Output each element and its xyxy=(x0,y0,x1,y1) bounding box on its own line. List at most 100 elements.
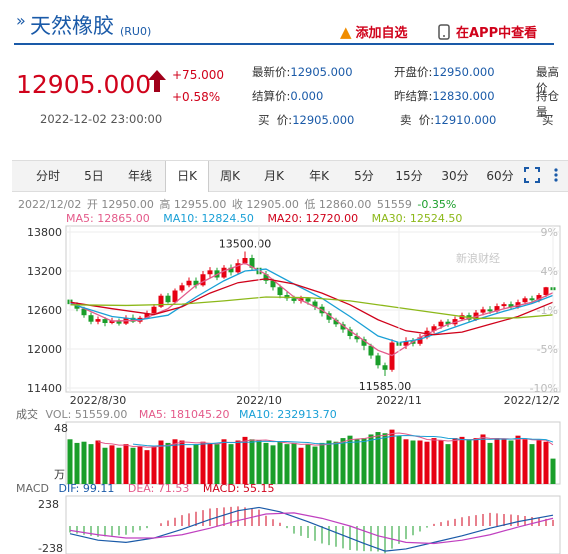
tab-monthly-k[interactable]: 月K xyxy=(254,161,294,191)
min-price-label: 11585.00 xyxy=(359,380,412,393)
info-low-label: 低 xyxy=(304,198,315,211)
price-axis: 13800 13200 12600 12000 11400 xyxy=(27,226,62,395)
stat-value: 12905.000 xyxy=(292,113,354,127)
volume-bar xyxy=(68,439,73,484)
volume-bar xyxy=(327,441,332,485)
candles xyxy=(68,252,556,376)
candle-body xyxy=(383,365,388,370)
volume-bar xyxy=(194,444,199,484)
volume-bar xyxy=(551,459,556,484)
volume-bar xyxy=(299,448,304,484)
stat-cell: 结算价:0.000 xyxy=(252,88,323,104)
info-open: 12950.00 xyxy=(101,198,154,211)
info-change: -0.35% xyxy=(417,198,456,211)
add-watchlist-label: 添加自选 xyxy=(356,26,408,41)
info-low: 12860.00 xyxy=(319,198,372,211)
volume-bar xyxy=(495,438,500,484)
stat-label: 最新价: xyxy=(252,65,290,79)
price-tick-label: 12000 xyxy=(27,343,62,356)
volume-bar xyxy=(397,436,402,484)
volume-bar xyxy=(103,448,108,484)
info-date: 2022/12/02 xyxy=(18,198,81,211)
volume-bar xyxy=(404,439,409,484)
volume-bar xyxy=(537,441,542,485)
candle-body xyxy=(208,270,213,274)
quote-panel: 12905.000 +75.000 +0.58% 2022-12-02 23:0… xyxy=(0,56,568,136)
volume-bar xyxy=(292,443,297,484)
candle-body xyxy=(306,298,311,301)
price-panel-frame xyxy=(66,226,560,392)
tab-yearly-k[interactable]: 年K xyxy=(299,161,339,191)
percent-tick-label: -5% xyxy=(537,343,558,356)
period-tabs: 分时 5日 年线 日K 周K 月K 年K 5分 15分 30分 60分 xyxy=(12,160,568,192)
dif-line xyxy=(70,507,553,551)
volume-title: 成交 xyxy=(16,407,38,421)
fullscreen-icon[interactable] xyxy=(524,167,540,183)
tab-daily-k[interactable]: 日K xyxy=(165,161,209,192)
volume-bar xyxy=(110,445,115,484)
quote-timestamp: 2022-12-02 23:00:00 xyxy=(40,112,162,126)
double-chevron-icon: » xyxy=(16,11,26,30)
ma10-legend: MA10: 12824.50 xyxy=(163,212,254,225)
tab-5min[interactable]: 5分 xyxy=(344,161,384,191)
candle-body xyxy=(544,287,549,295)
instrument-code: (RU0) xyxy=(120,25,151,38)
candle-body xyxy=(530,298,535,300)
volume-unit: 万 xyxy=(54,468,65,481)
tab-intraday[interactable]: 分时 xyxy=(28,161,68,191)
stat-value: 12910.000 xyxy=(434,113,496,127)
volume-bar xyxy=(201,442,206,484)
candle-body xyxy=(481,309,486,312)
ma-legend: MA5: 12865.00 MA10: 12824.50 MA20: 12720… xyxy=(66,212,462,225)
volume-bar xyxy=(306,444,311,484)
price-tick-label: 11400 xyxy=(27,382,62,395)
tab-30min[interactable]: 30分 xyxy=(435,161,475,191)
volume-bar xyxy=(523,439,528,484)
stat-value: 12950.000 xyxy=(432,65,494,79)
ma5-legend: MA5: 12865.00 xyxy=(66,212,150,225)
volume-bar xyxy=(173,439,178,484)
info-open-label: 开 xyxy=(87,198,98,211)
macd-title: MACD xyxy=(16,482,49,495)
macd-bottom-tick: -238 xyxy=(38,542,63,554)
candle-body xyxy=(166,296,171,303)
instrument-title: 天然橡胶 xyxy=(30,10,114,40)
macd-lines xyxy=(70,507,553,551)
kline-chart[interactable]: 2022/12/02 开 12950.00 高 12955.00 收 12905… xyxy=(0,190,568,554)
candle-body xyxy=(523,298,528,302)
volume-bar xyxy=(432,438,437,484)
volume-legend: 成交 VOL: 51559.00 MA5: 181045.20 MA10: 23… xyxy=(16,407,337,421)
tab-yearline[interactable]: 年线 xyxy=(120,161,160,191)
more-icon[interactable] xyxy=(548,167,564,183)
add-watchlist-button[interactable]: ▲ 添加自选 xyxy=(340,22,408,41)
candle-body xyxy=(502,304,507,306)
volume-bar xyxy=(208,443,213,484)
volume-bar xyxy=(411,441,416,485)
tab-60min[interactable]: 60分 xyxy=(480,161,520,191)
volume-bar xyxy=(502,439,507,484)
macd-bars xyxy=(70,506,553,553)
volume-bar xyxy=(376,432,381,484)
ma20-line xyxy=(70,279,553,335)
info-high-label: 高 xyxy=(159,197,170,211)
tab-weekly-k[interactable]: 周K xyxy=(210,161,250,191)
candle-body xyxy=(488,309,493,311)
volume-bar xyxy=(215,444,220,484)
date-tick-label: 2022/12/2 xyxy=(504,394,560,407)
volume-bar xyxy=(271,445,276,484)
price-tick-label: 13800 xyxy=(27,226,62,239)
volume-bar xyxy=(75,443,80,484)
stat-label: 买 xyxy=(542,113,554,127)
open-in-app-label: 在APP中查看 xyxy=(456,26,537,41)
candle-body xyxy=(180,285,185,290)
stat-cell: 买 xyxy=(542,112,554,128)
price-tick-label: 13200 xyxy=(27,265,62,278)
info-close: 12905.00 xyxy=(246,198,299,211)
tab-15min[interactable]: 15分 xyxy=(389,161,429,191)
open-in-app-button[interactable]: 在APP中查看 xyxy=(438,22,537,41)
tab-5day[interactable]: 5日 xyxy=(74,161,114,191)
stat-label: 卖 价: xyxy=(400,113,434,127)
date-tick-label: 2022/11 xyxy=(376,394,422,407)
volume-bar xyxy=(453,438,458,484)
volume-bar xyxy=(439,441,444,485)
